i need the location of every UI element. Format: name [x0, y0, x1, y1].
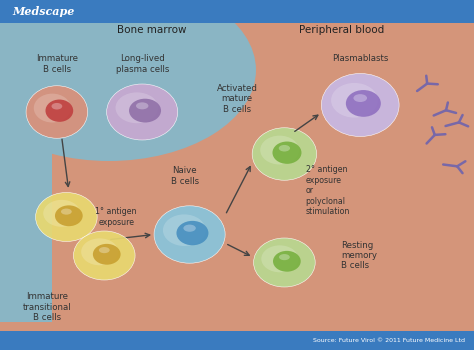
Ellipse shape — [43, 200, 80, 227]
Ellipse shape — [154, 206, 225, 263]
Text: Resting
memory
B cells: Resting memory B cells — [341, 240, 377, 271]
FancyBboxPatch shape — [0, 112, 52, 322]
Ellipse shape — [55, 205, 82, 226]
Ellipse shape — [260, 135, 299, 164]
Ellipse shape — [116, 92, 158, 123]
Ellipse shape — [261, 245, 298, 272]
Ellipse shape — [273, 141, 301, 164]
Text: Bone marrow: Bone marrow — [117, 25, 186, 35]
Text: Immature
B cells: Immature B cells — [36, 54, 78, 74]
Ellipse shape — [254, 238, 315, 287]
Text: Activated
mature
B cells: Activated mature B cells — [217, 84, 257, 114]
Text: Immature
transitional
B cells: Immature transitional B cells — [23, 292, 72, 322]
Ellipse shape — [183, 225, 196, 232]
Ellipse shape — [163, 215, 206, 246]
Ellipse shape — [73, 231, 135, 280]
Ellipse shape — [34, 93, 71, 122]
Ellipse shape — [331, 83, 378, 118]
Ellipse shape — [129, 99, 161, 122]
Ellipse shape — [321, 74, 399, 136]
Ellipse shape — [61, 209, 72, 215]
FancyBboxPatch shape — [0, 0, 474, 23]
Text: Plasmablasts: Plasmablasts — [332, 54, 388, 63]
Ellipse shape — [107, 84, 178, 140]
Ellipse shape — [81, 238, 118, 265]
Ellipse shape — [273, 251, 301, 272]
Ellipse shape — [93, 244, 120, 265]
FancyBboxPatch shape — [0, 331, 474, 350]
Ellipse shape — [0, 0, 256, 161]
Ellipse shape — [252, 128, 317, 180]
Text: Naive
B cells: Naive B cells — [171, 166, 199, 186]
Text: 2° antigen
exposure
or
polyclonal
stimulation: 2° antigen exposure or polyclonal stimul… — [306, 166, 350, 216]
Ellipse shape — [46, 99, 73, 122]
Ellipse shape — [52, 103, 62, 110]
Ellipse shape — [279, 145, 290, 152]
Text: Source: Future Virol © 2011 Future Medicine Ltd: Source: Future Virol © 2011 Future Medic… — [312, 338, 465, 343]
Ellipse shape — [36, 193, 97, 242]
Ellipse shape — [354, 94, 367, 102]
Text: Long-lived
plasma cells: Long-lived plasma cells — [116, 54, 169, 74]
Text: Peripheral blood: Peripheral blood — [299, 25, 384, 35]
Ellipse shape — [136, 102, 148, 109]
FancyBboxPatch shape — [0, 28, 161, 140]
Ellipse shape — [99, 247, 109, 253]
Ellipse shape — [176, 221, 209, 245]
Text: Medscape: Medscape — [12, 6, 74, 17]
Ellipse shape — [279, 254, 290, 260]
Ellipse shape — [26, 86, 88, 138]
Text: 1° antigen
exposure: 1° antigen exposure — [95, 207, 137, 227]
Ellipse shape — [346, 90, 381, 117]
